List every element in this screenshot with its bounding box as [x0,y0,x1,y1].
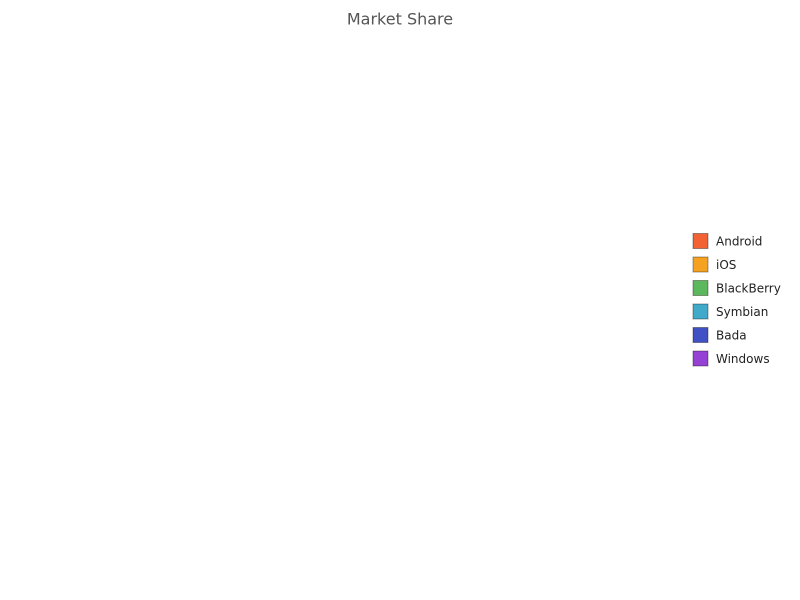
legend-swatch [692,327,709,343]
legend-label: Windows [716,352,770,366]
chart-title: Market Share [347,10,453,29]
legend-swatch [692,303,709,320]
legend-label: Bada [716,329,747,343]
legend-label: BlackBerry [716,282,781,296]
legend: Android iOS BlackBerry Symbian Bada Windows [692,233,781,367]
legend-label: Symbian [716,305,768,319]
legend-swatch [692,256,709,273]
legend-swatch [692,350,709,367]
legend-label: Android [716,235,762,249]
legend-swatch [692,233,709,249]
legend-swatch [692,280,709,296]
legend-label: iOS [716,258,736,272]
